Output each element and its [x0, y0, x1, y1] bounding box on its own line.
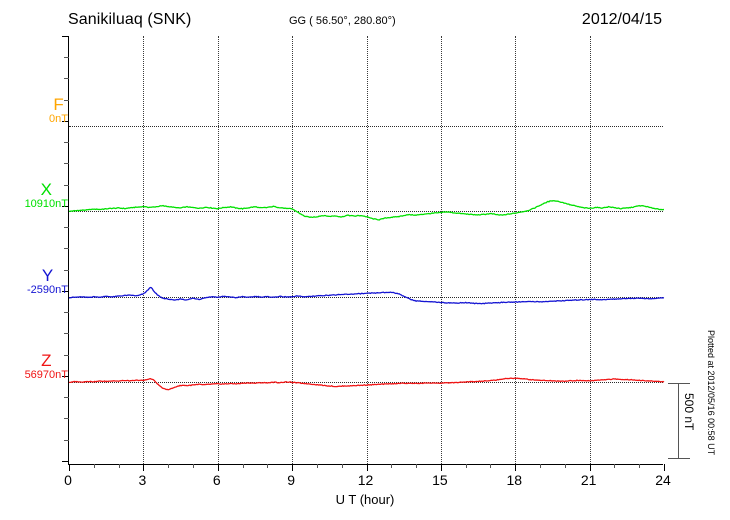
trace-X: [68, 199, 665, 221]
y-tick: [64, 99, 69, 101]
x-tick-hour-13: [391, 464, 393, 468]
y-tick: [64, 142, 69, 144]
x-tick-label-15: 15: [432, 472, 448, 488]
y-tick: [64, 418, 69, 420]
x-axis-title: U T (hour): [335, 492, 395, 507]
x-tick-label-3: 3: [138, 472, 147, 488]
y-tick: [62, 290, 69, 292]
x-tick-label-18: 18: [506, 472, 523, 488]
y-tick: [64, 57, 69, 59]
plot-frame: [62, 36, 665, 471]
y-tick: [64, 354, 69, 356]
component-symbol-Z: Z: [41, 351, 52, 370]
baseline-X: [69, 211, 663, 212]
component-baseline-value-Y: -2590nT: [27, 283, 68, 296]
component-label-Y: Y -2590nT: [27, 267, 68, 296]
trace-Y: [68, 286, 665, 305]
x-tick-hour-4: [168, 464, 170, 468]
x-tick-hour-19: [540, 464, 542, 468]
x-tick-hour-20: [564, 464, 566, 468]
x-tick-hour-1: [93, 464, 95, 468]
x-tick-hour-5: [192, 464, 194, 468]
component-label-X: X 10910nT: [25, 181, 68, 210]
x-tick-hour-18: [515, 464, 517, 471]
y-tick: [64, 163, 69, 165]
x-tick-label-6: 6: [212, 472, 221, 488]
x-tick-hour-8: [267, 464, 269, 468]
x-tick-hour-12: [366, 464, 368, 471]
component-label-F: F 0nT: [49, 96, 68, 125]
component-baseline-value-F: 0nT: [49, 112, 68, 125]
y-tick: [62, 36, 69, 37]
y-tick: [64, 184, 69, 186]
gridline-hour-18: [515, 36, 517, 464]
x-tick-hour-21: [589, 464, 591, 471]
component-baseline-value-Z: 56970nT: [24, 368, 68, 381]
component-symbol-X: X: [40, 180, 52, 199]
y-tick: [64, 227, 69, 229]
gridline-hour-21: [589, 36, 591, 464]
gridline-hour-3: [143, 36, 145, 464]
x-tick-hour-17: [490, 464, 492, 468]
component-symbol-F: F: [53, 95, 64, 114]
y-tick: [64, 78, 69, 80]
plot-area: [62, 36, 665, 471]
baseline-Z: [69, 382, 663, 383]
x-tick-label-21: 21: [580, 472, 597, 488]
x-tick-hour-10: [316, 464, 318, 468]
scale-bar: 500 nT: [668, 383, 696, 459]
gridline-hour-6: [217, 36, 219, 464]
scale-bar-cap-top: [668, 383, 690, 384]
plotted-timestamp: Plotted at 2012/05/16 00:58 UT: [706, 330, 716, 456]
y-tick: [64, 439, 69, 441]
x-tick-hour-3: [143, 464, 145, 471]
y-tick: [62, 375, 69, 377]
geographic-coordinates: GG ( 56.50°, 280.80°): [289, 15, 396, 27]
y-tick: [62, 460, 69, 462]
baseline-Y: [69, 297, 663, 298]
x-tick-label-24: 24: [655, 472, 671, 488]
x-tick-hour-11: [341, 464, 343, 468]
gridline-hour-15: [440, 36, 442, 464]
y-tick: [64, 269, 69, 271]
x-tick-hour-24: [664, 464, 665, 471]
x-tick-hour-15: [440, 464, 442, 471]
x-tick-label-0: 0: [64, 472, 72, 488]
scale-bar-label: 500 nT: [682, 393, 696, 431]
trace-Z: [68, 377, 665, 391]
y-tick: [64, 333, 69, 335]
x-tick-hour-22: [614, 464, 616, 468]
x-tick-hour-7: [242, 464, 244, 468]
component-symbol-Y: Y: [41, 266, 54, 285]
scale-bar-line: [678, 383, 679, 459]
x-tick-hour-9: [292, 464, 294, 471]
y-tick: [64, 397, 69, 399]
x-tick-hour-6: [217, 464, 219, 471]
station-title: Sanikiluaq (SNK): [68, 11, 192, 28]
trace-curves: [68, 199, 665, 391]
x-tick-hour-14: [416, 464, 418, 468]
gridline-hour-12: [366, 36, 368, 464]
scale-bar-cap-bottom: [668, 458, 690, 459]
y-tick: [64, 248, 69, 250]
baseline-F: [69, 126, 663, 127]
y-tick: [64, 312, 69, 314]
x-tick-hour-0: [69, 464, 70, 471]
observation-date: 2012/04/15: [581, 11, 662, 28]
x-tick-hour-16: [465, 464, 467, 468]
y-tick: [62, 205, 69, 207]
x-tick-hour-2: [118, 464, 120, 468]
gridline-hour-9: [292, 36, 294, 464]
component-label-Z: Z 56970nT: [25, 352, 68, 381]
x-tick-label-12: 12: [357, 472, 374, 488]
x-tick-hour-23: [639, 464, 641, 468]
component-baseline-value-X: 10910nT: [24, 197, 68, 210]
x-tick-label-9: 9: [287, 472, 296, 488]
y-tick: [62, 120, 69, 122]
